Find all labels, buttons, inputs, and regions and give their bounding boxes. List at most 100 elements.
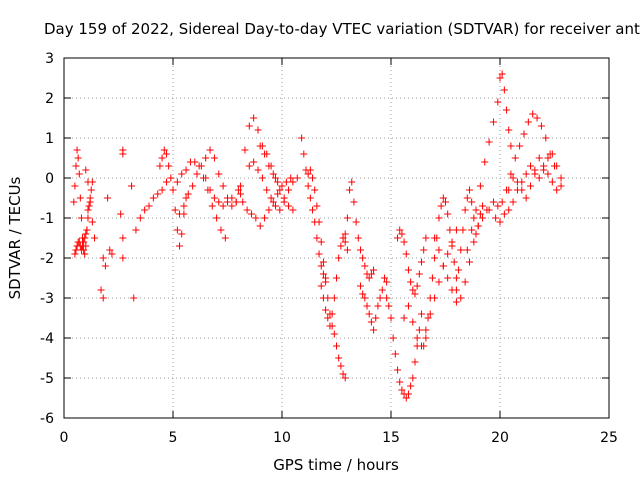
data-point <box>224 198 231 206</box>
data-point <box>335 354 343 362</box>
data-point <box>108 250 116 258</box>
data-point <box>326 322 334 330</box>
data-point <box>407 382 415 390</box>
data-point <box>422 334 430 342</box>
data-point <box>500 210 508 218</box>
data-point <box>99 254 107 262</box>
data-point <box>459 226 467 234</box>
data-point <box>250 114 258 122</box>
data-point <box>509 174 517 182</box>
data-point <box>470 214 478 222</box>
data-point <box>180 202 188 210</box>
data-point <box>119 234 127 242</box>
axis-ticks <box>63 57 610 419</box>
data-point <box>448 242 456 250</box>
data-point <box>330 330 338 338</box>
data-point <box>219 202 227 210</box>
data-point <box>206 146 214 154</box>
data-point <box>557 182 565 190</box>
data-point <box>128 182 136 190</box>
data-point <box>285 186 293 194</box>
data-point <box>101 262 109 270</box>
data-point <box>461 278 469 286</box>
data-point <box>119 254 127 262</box>
data-point <box>162 150 170 158</box>
data-point <box>452 298 460 306</box>
data-point <box>317 238 325 246</box>
data-point <box>343 214 351 222</box>
data-point <box>271 202 279 210</box>
data-point <box>91 234 99 242</box>
data-point <box>485 138 493 146</box>
data-point <box>479 214 487 222</box>
data-point <box>254 126 262 134</box>
data-point <box>72 162 80 170</box>
data-point <box>465 186 473 194</box>
data-point <box>74 154 82 162</box>
data-point <box>544 154 552 162</box>
data-point <box>330 294 338 302</box>
data-point <box>176 242 184 250</box>
data-point <box>254 166 262 174</box>
y-tick-label: 3 <box>45 51 54 67</box>
data-point <box>461 206 469 214</box>
data-point <box>176 210 184 218</box>
data-point <box>156 162 164 170</box>
data-point <box>413 282 421 290</box>
data-point <box>79 242 87 250</box>
data-point <box>99 294 107 302</box>
data-point <box>215 170 223 178</box>
data-point <box>210 194 218 202</box>
y-tick-label: -4 <box>40 331 54 347</box>
data-point <box>234 186 242 194</box>
data-point <box>365 310 373 318</box>
data-point <box>444 250 452 258</box>
data-point <box>228 194 236 202</box>
data-point <box>178 230 186 238</box>
data-point <box>435 214 443 222</box>
data-point <box>372 314 380 322</box>
data-point <box>481 158 489 166</box>
data-point <box>258 174 266 182</box>
data-point <box>404 266 412 274</box>
data-point <box>383 278 391 286</box>
data-point <box>232 198 240 206</box>
chart-title: Day 159 of 2022, Sidereal Day-to-day VTE… <box>44 20 640 38</box>
data-point <box>84 178 92 186</box>
data-point <box>442 198 449 206</box>
data-point <box>407 278 415 286</box>
data-point <box>104 194 112 202</box>
data-point <box>106 246 114 254</box>
data-point <box>452 274 460 282</box>
data-point <box>265 206 273 214</box>
data-point <box>404 390 412 398</box>
data-point <box>439 194 447 202</box>
x-tick-label: 15 <box>382 430 400 446</box>
data-point <box>77 214 85 222</box>
data-point <box>339 234 347 242</box>
data-point <box>184 190 192 198</box>
data-point <box>256 142 264 150</box>
data-point <box>540 166 548 174</box>
data-point <box>178 170 186 178</box>
data-point <box>411 358 419 366</box>
data-point <box>409 286 417 294</box>
data-point <box>167 174 175 182</box>
data-point <box>489 118 497 126</box>
data-point <box>322 306 330 314</box>
data-point <box>394 366 402 374</box>
data-point <box>265 162 273 170</box>
data-point <box>239 198 247 206</box>
data-point <box>411 290 419 298</box>
data-point <box>298 134 306 142</box>
data-point <box>80 238 88 246</box>
data-point <box>81 250 89 258</box>
data-point <box>324 314 332 322</box>
data-point <box>415 326 423 334</box>
data-point <box>213 214 221 222</box>
data-point <box>160 146 168 154</box>
data-point <box>280 198 288 206</box>
data-point <box>359 290 367 298</box>
data-point <box>431 254 439 262</box>
data-point <box>256 222 264 230</box>
